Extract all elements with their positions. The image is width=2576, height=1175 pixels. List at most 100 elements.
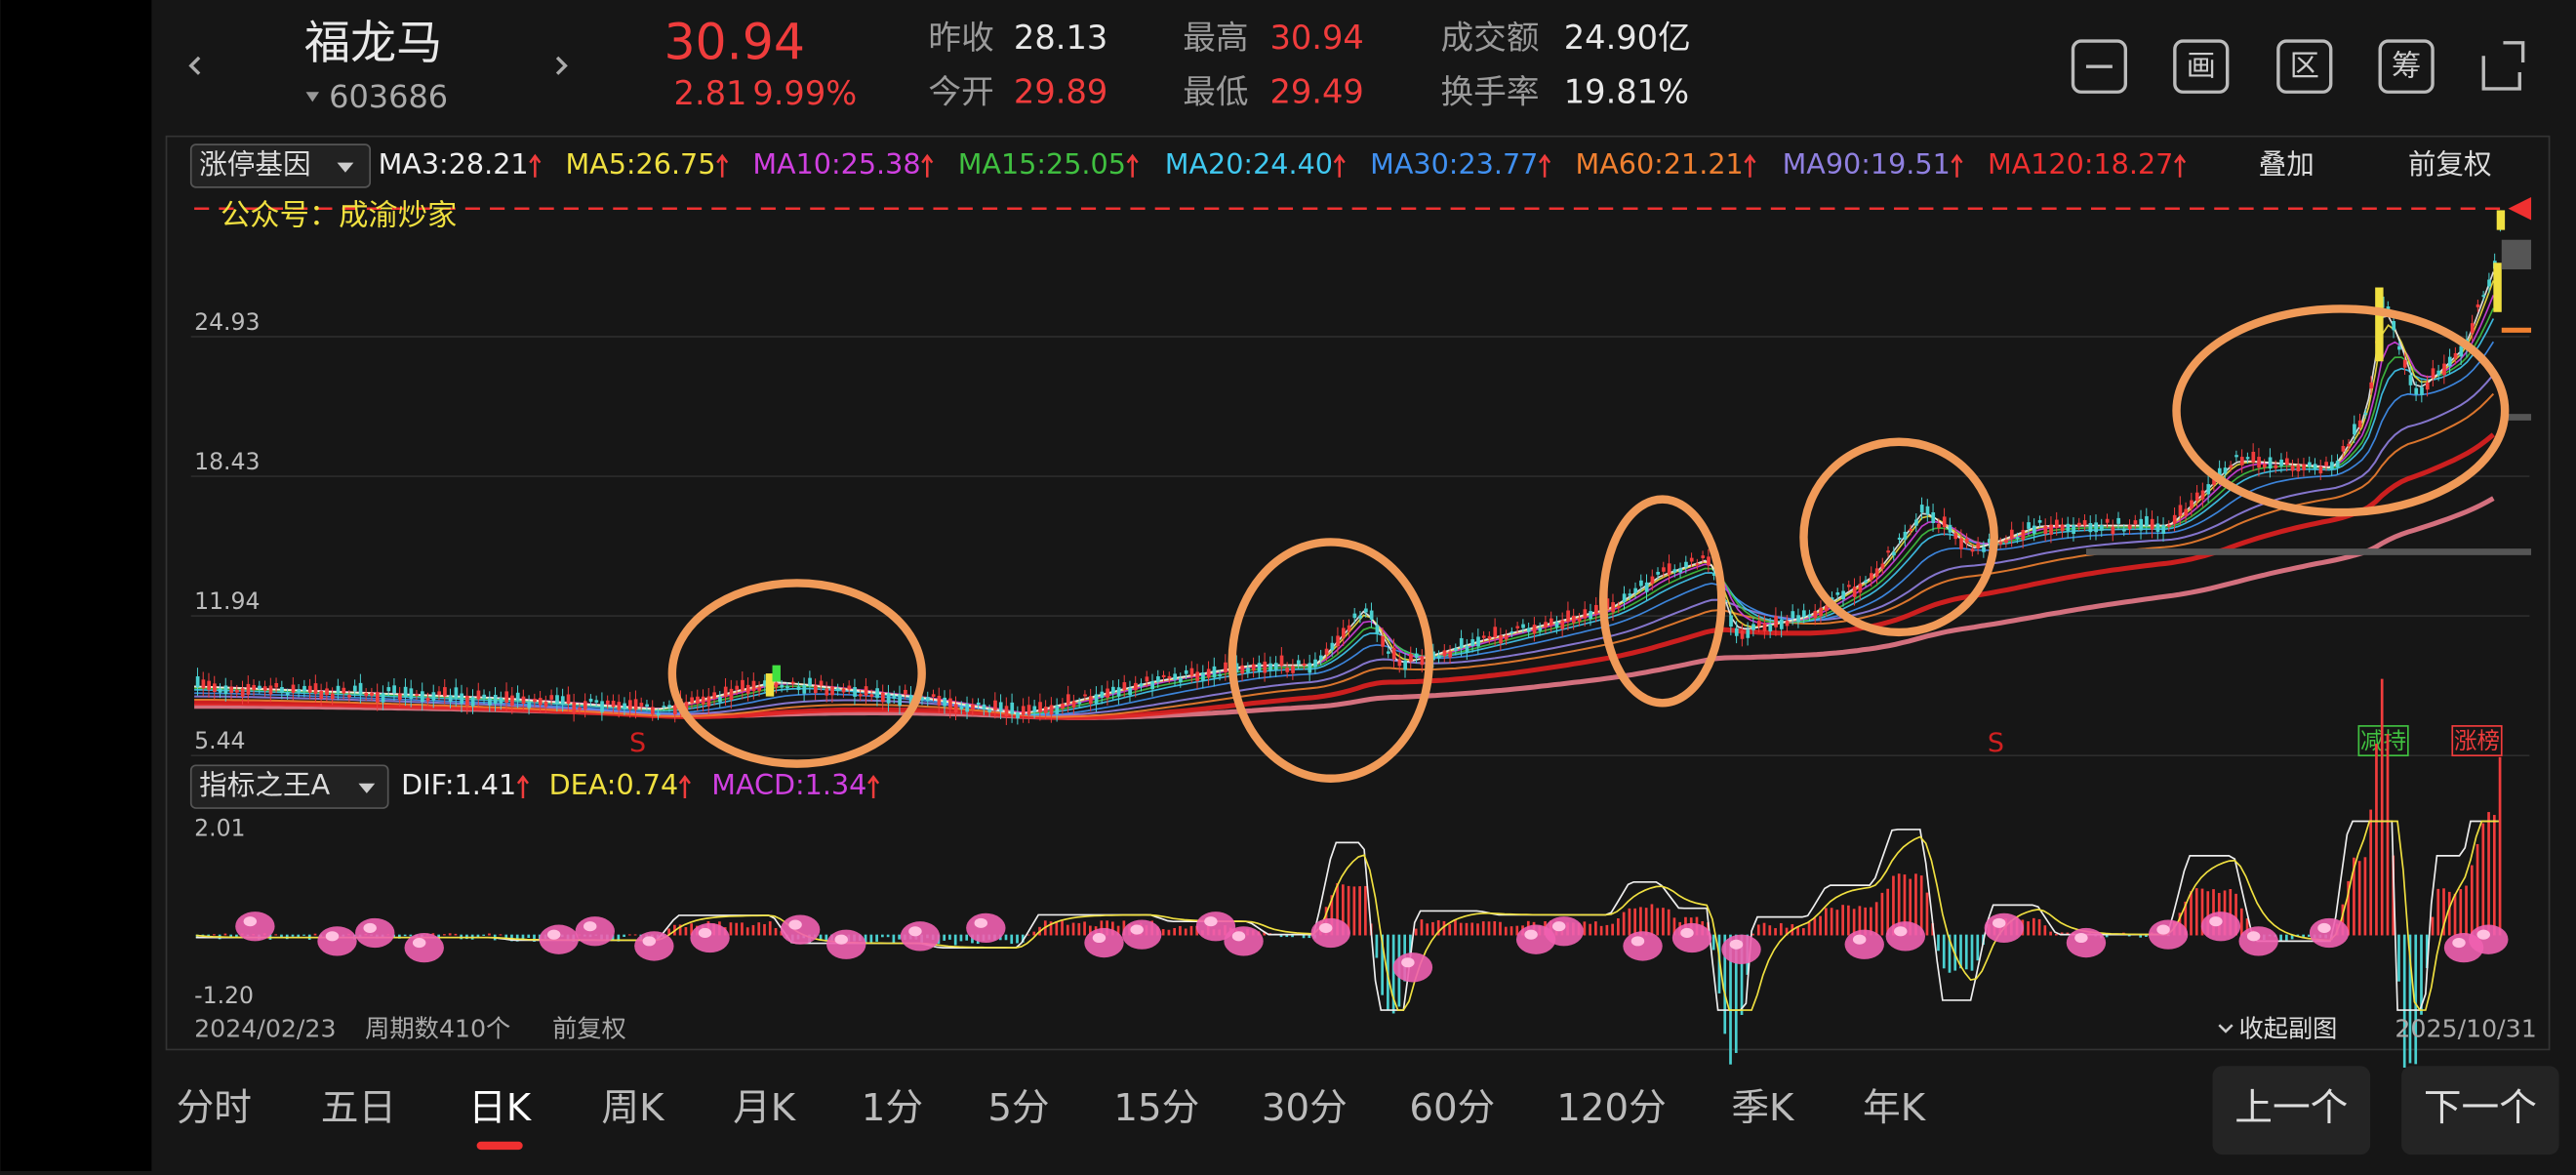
macd-bar [1083,921,1086,936]
icon-minimize[interactable] [2071,39,2128,94]
candle [470,697,475,707]
candle [2190,500,2194,509]
macd-bar [1066,924,1069,936]
candle [892,695,897,699]
macd-bar [291,934,295,937]
button-bg[interactable] [2401,1066,2559,1155]
heart-shine [325,931,340,942]
code-dropdown[interactable] [305,92,320,102]
overlay-button[interactable]: 叠加 [2259,147,2314,181]
candle [1617,606,1621,609]
icon-switch[interactable] [2481,41,2525,91]
macd-bar [1504,926,1508,936]
macd-bar [1263,931,1267,936]
period-tab[interactable]: 季K [1731,1086,1795,1130]
sub-indicator-select[interactable] [189,764,389,809]
prev-stock-arrow[interactable] [188,56,201,75]
toolbar-icon[interactable]: 筹 [2392,50,2421,84]
candle [1504,634,1509,640]
macd-bar [2481,823,2485,936]
candle [1077,702,1082,705]
stock-code: 603686 [329,78,448,115]
indicator-select[interactable] [189,143,372,188]
macd-bar [1106,920,1108,936]
overlay-bg [2250,144,2547,187]
candle [1476,636,1480,647]
period-tab[interactable]: 年K [1863,1086,1927,1130]
period-tab[interactable]: 120分 [1556,1086,1667,1130]
up-arrow [678,774,691,798]
candle [1589,611,1592,619]
macd-bar [1639,907,1642,936]
candle [819,680,824,686]
macd-bar [1667,909,1670,936]
tag[interactable]: 涨榜 [2454,727,2500,754]
candle [1420,656,1425,666]
candle [825,688,829,696]
macd-bar [1948,934,1952,973]
candle [560,696,565,705]
candle [1953,533,1958,540]
macd-bar [2347,880,2351,936]
candle [2335,461,2340,467]
candle [460,693,464,705]
candle [555,695,559,705]
macd-bar [1161,929,1165,936]
limit-candle [2493,263,2502,312]
collapse-button[interactable]: 收起副图 [2238,1014,2337,1042]
period-tab[interactable]: 分时 [177,1086,252,1130]
candle [1779,619,1784,629]
next-stock-arrow[interactable] [555,56,568,75]
macd-bar [1847,905,1850,936]
period-tab[interactable]: 五日 [321,1086,396,1130]
candle [2060,524,2065,532]
candle [1835,592,1840,595]
macd-bar [1291,934,1294,938]
up-arrow [716,153,729,178]
icon-box[interactable] [2378,39,2435,94]
macd-bar [1611,923,1614,936]
period-tab[interactable]: 30分 [1262,1086,1348,1130]
candle [2105,518,2110,523]
candle [1161,674,1166,678]
period-tab[interactable]: 1分 [862,1086,923,1130]
next-button[interactable]: 下一个 [2424,1086,2537,1130]
period-tab[interactable]: 日K [468,1086,533,1130]
macd-bar [1583,921,1587,936]
candle [881,692,885,703]
macd-bar [864,934,867,943]
icon-box[interactable] [2173,39,2230,94]
period-tab[interactable]: 5分 [987,1086,1049,1130]
stat-label: 今开 [928,72,993,110]
prev-button[interactable]: 上一个 [2234,1086,2348,1130]
dropdown-arrow [358,783,376,793]
toolbar-icon[interactable]: 画 [2187,50,2216,84]
candle [802,685,807,694]
candle [1633,588,1638,593]
candle [987,709,992,712]
period-tab[interactable]: 15分 [1113,1086,1199,1130]
candle [886,693,891,704]
button-bg[interactable] [2212,1066,2371,1155]
period-tab[interactable]: 月K [733,1086,797,1130]
candle [1825,605,1829,611]
candle [1088,696,1093,705]
candle [2414,387,2419,395]
period-tab[interactable]: 60分 [1409,1086,1495,1130]
icon-box[interactable] [2276,39,2333,94]
macd-bar [302,934,305,936]
period-tab[interactable]: 周K [601,1086,665,1130]
macd-bar [1662,908,1665,936]
heart-marker [1122,919,1162,950]
candle [808,677,812,686]
heart-marker [1671,922,1712,953]
toolbar-icon[interactable]: 区 [2290,50,2319,84]
macd-bar [953,934,957,946]
macd-bar [633,934,637,936]
tag[interactable]: 减持 [2360,727,2406,754]
ma-label: MA20:24.40 [1165,147,1333,181]
candle [375,692,380,703]
candle [2420,386,2424,395]
adjust-button[interactable]: 前复权 [2408,147,2492,181]
candle [2459,345,2464,357]
